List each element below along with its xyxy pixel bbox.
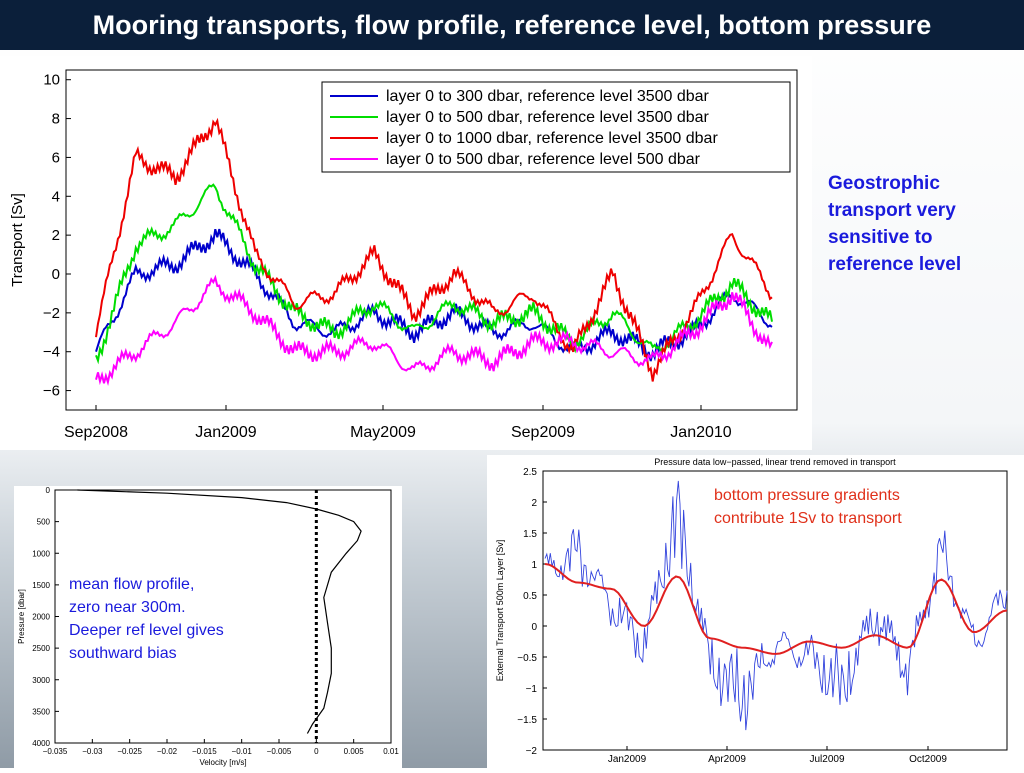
bottom-pressure-panel: Pressure data low−passed, linear trend r…	[487, 455, 1024, 768]
y-tick-label: −6	[43, 383, 60, 400]
x-tick-label: −0.025	[117, 747, 142, 756]
x-axis-label: Velocity [m/s]	[199, 758, 246, 767]
y-tick-label: 0	[46, 486, 51, 495]
y-tick-label: 4000	[32, 739, 50, 748]
x-tick-label: Jan2009	[608, 754, 647, 765]
y-tick-label: −0.5	[517, 653, 537, 664]
bottom-pressure-chart: Pressure data low−passed, linear trend r…	[495, 457, 1008, 765]
y-tick-label: 500	[37, 518, 51, 527]
series-line	[95, 274, 773, 386]
y-tick-label: 6	[52, 149, 60, 166]
flow-profile-note: mean flow profile, zero near 300m. Deepe…	[69, 576, 224, 662]
y-tick-label: 2	[531, 498, 537, 509]
x-tick-label: −0.03	[82, 747, 103, 756]
profile-line	[77, 489, 362, 734]
y-tick-label: 0.5	[523, 591, 537, 602]
legend-entry: layer 0 to 500 dbar, reference level 500…	[386, 151, 701, 168]
y-tick-label: 3500	[32, 707, 50, 716]
geostrophic-note: Geostrophic transport very sensitive to …	[828, 173, 962, 275]
page-title: Mooring transports, flow profile, refere…	[0, 0, 1024, 50]
legend-entry: layer 0 to 300 dbar, reference level 350…	[386, 88, 710, 105]
legend-entry: layer 0 to 500 dbar, reference level 350…	[386, 109, 710, 126]
y-tick-label: 0	[531, 622, 537, 633]
y-tick-label: −2	[43, 305, 60, 322]
y-tick-label: −2	[526, 746, 538, 757]
y-tick-label: 8	[52, 111, 60, 128]
y-tick-label: −1	[526, 684, 538, 695]
x-tick-label: −0.005	[267, 747, 292, 756]
x-tick-label: Sep2008	[64, 424, 128, 441]
x-tick-label: Jan2009	[195, 424, 256, 441]
y-tick-label: 2000	[32, 613, 50, 622]
legend-entry: layer 0 to 1000 dbar, reference level 35…	[386, 130, 718, 147]
y-tick-label: 1	[531, 560, 537, 571]
y-axis-label: External Transport 500m Layer [Sv]	[495, 540, 505, 682]
x-tick-label: −0.02	[157, 747, 178, 756]
x-tick-label: Jul2009	[809, 754, 844, 765]
x-tick-label: Jan2010	[670, 424, 731, 441]
smoothed-pressure-line	[544, 563, 1008, 655]
y-tick-label: 1500	[32, 581, 50, 590]
y-tick-label: 1000	[32, 549, 50, 558]
y-tick-label: 1.5	[523, 529, 537, 540]
x-tick-label: Oct2009	[909, 754, 947, 765]
y-tick-label: 4	[52, 188, 60, 205]
x-tick-label: 0.005	[344, 747, 365, 756]
transport-chart-panel: 10 8 6 4 2 0 −2 −4 −6 Sep2008 Jan2009 May2009 Sep200…	[0, 56, 812, 450]
y-tick-label: −4	[43, 344, 60, 361]
y-axis-label: Transport [Sv]	[9, 193, 26, 287]
flow-profile-chart: −0.035 −0.03 −0.025 −0.02 −0.015 −0.01 −0.005 0…	[17, 486, 399, 767]
transport-chart: 10 8 6 4 2 0 −2 −4 −6 Sep2008 Jan2009 May2009 Sep200…	[9, 69, 798, 441]
x-tick-label: Apr2009	[708, 754, 746, 765]
x-tick-label: Sep2009	[511, 424, 575, 441]
y-axis-label: Pressure [dbar]	[17, 589, 26, 644]
y-tick-label: 10	[43, 72, 60, 89]
x-tick-label: May2009	[350, 424, 416, 441]
x-tick-label: −0.015	[192, 747, 217, 756]
series-line	[95, 183, 773, 365]
raw-pressure-line	[544, 480, 1008, 731]
y-tick-label: 0	[52, 266, 60, 283]
flow-profile-panel: −0.035 −0.03 −0.025 −0.02 −0.015 −0.01 −0.005 0…	[14, 486, 402, 768]
x-tick-label: −0.035	[43, 747, 68, 756]
y-tick-label: −1.5	[517, 715, 537, 726]
y-tick-label: 3000	[32, 676, 50, 685]
plot-frame	[54, 489, 392, 744]
x-tick-label: 0	[314, 747, 319, 756]
legend-box	[321, 81, 791, 173]
y-tick-label: 2500	[32, 644, 50, 653]
x-tick-label: 0.01	[383, 747, 399, 756]
y-tick-label: 2.5	[523, 467, 537, 478]
bottom-pressure-note: bottom pressure gradients contribute 1Sv…	[714, 487, 902, 527]
series-line	[95, 117, 773, 382]
chart-title: Pressure data low−passed, linear trend r…	[654, 457, 896, 467]
x-tick-label: −0.01	[232, 747, 253, 756]
y-tick-label: 2	[52, 227, 60, 244]
